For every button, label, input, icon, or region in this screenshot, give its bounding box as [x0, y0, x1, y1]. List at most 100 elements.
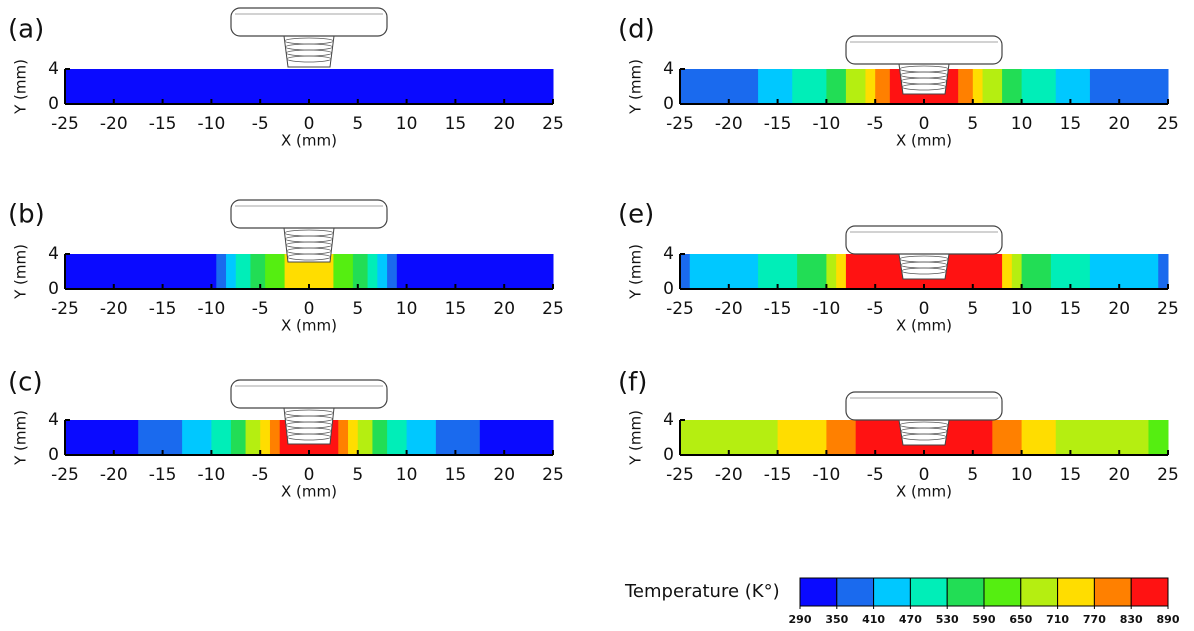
x-tick-label: -5	[867, 299, 884, 319]
colorbar-tick-label: 410	[862, 613, 885, 626]
x-tick-label: -25	[666, 114, 694, 134]
temperature-band	[236, 254, 251, 289]
x-tick-label: -15	[764, 114, 792, 134]
y-tick-label: 4	[663, 59, 674, 79]
temperature-band	[348, 420, 358, 455]
temperature-band	[1056, 69, 1091, 104]
temperature-band	[792, 69, 827, 104]
temperature-band	[1022, 69, 1057, 104]
temperature-band	[250, 254, 265, 289]
x-tick-label: 20	[493, 114, 515, 134]
temperature-band	[226, 254, 236, 289]
colorbar-swatch	[874, 578, 911, 606]
temperature-band	[846, 69, 866, 104]
x-tick-label: -10	[198, 299, 226, 319]
temperature-band	[1158, 254, 1168, 289]
temperature-band	[397, 254, 554, 289]
x-tick-label: -20	[100, 465, 128, 485]
colorbar-swatch	[947, 578, 984, 606]
temperature-band	[436, 420, 480, 455]
temperature-band	[1012, 254, 1022, 289]
x-tick-label: 5	[967, 114, 978, 134]
x-tick-label: 15	[445, 114, 467, 134]
y-axis-label: Y (mm)	[627, 410, 645, 466]
x-tick-label: 5	[352, 465, 363, 485]
temperature-band	[211, 420, 231, 455]
y-tick-label: 4	[663, 410, 674, 430]
y-axis-label: Y (mm)	[12, 59, 30, 115]
colorbar-tick-label: 890	[1157, 613, 1180, 626]
x-tick-label: -5	[252, 114, 269, 134]
colorbar-tick-label: 830	[1120, 613, 1143, 626]
x-tick-label: -15	[149, 299, 177, 319]
tool-shoulder	[231, 8, 387, 36]
x-tick-label: 10	[396, 114, 418, 134]
y-tick-label: 0	[663, 279, 674, 299]
x-axis-label: X (mm)	[896, 317, 952, 335]
x-tick-label: -25	[51, 465, 79, 485]
colorbar-swatch	[1021, 578, 1058, 606]
x-tick-label: 10	[1011, 299, 1033, 319]
y-tick-label: 4	[663, 244, 674, 264]
colorbar-tick-label: 770	[1083, 613, 1106, 626]
temperature-band	[1002, 69, 1022, 104]
x-tick-label: 10	[396, 465, 418, 485]
temperature-band	[758, 69, 793, 104]
tool-shoulder	[846, 226, 1002, 254]
temperature-band	[387, 420, 407, 455]
temperature-band	[270, 420, 280, 455]
x-tick-label: 5	[967, 465, 978, 485]
tool-shoulder	[846, 392, 1002, 420]
temperature-band	[1022, 254, 1052, 289]
temperature-band	[680, 254, 690, 289]
colorbar-title: Temperature (K°)	[624, 581, 780, 602]
temperature-band	[246, 420, 261, 455]
x-tick-label: 10	[1011, 114, 1033, 134]
panel-label: (b)	[8, 200, 45, 230]
colorbar-swatch	[1058, 578, 1095, 606]
temperature-band	[138, 420, 182, 455]
temperature-band	[1056, 420, 1149, 455]
temperature-band	[1051, 254, 1091, 289]
x-axis-label: X (mm)	[896, 132, 952, 150]
x-axis-label: X (mm)	[896, 483, 952, 501]
temperature-band	[338, 420, 348, 455]
x-tick-label: 15	[1060, 114, 1082, 134]
x-tick-label: 25	[1157, 114, 1179, 134]
y-tick-label: 0	[48, 445, 59, 465]
colorbar-tick-label: 350	[825, 613, 848, 626]
tool-pin	[899, 420, 949, 445]
colorbar-tick-label: 650	[1009, 613, 1032, 626]
temperature-band	[216, 254, 226, 289]
temperature-band	[387, 254, 397, 289]
temperature-band	[1148, 420, 1168, 455]
x-tick-label: 15	[1060, 465, 1082, 485]
temperature-band	[875, 69, 890, 104]
x-tick-label: -10	[198, 465, 226, 485]
colorbar-swatch	[910, 578, 947, 606]
x-tick-label: -25	[666, 465, 694, 485]
x-tick-label: -5	[867, 114, 884, 134]
temperature-band	[231, 420, 246, 455]
temperature-band	[353, 254, 368, 289]
x-tick-label: -5	[252, 465, 269, 485]
temperature-band	[407, 420, 437, 455]
temperature-band	[65, 420, 139, 455]
colorbar-swatch	[1131, 578, 1168, 606]
temperature-band	[1022, 420, 1057, 455]
y-axis-label: Y (mm)	[12, 244, 30, 300]
colorbar-swatch	[800, 578, 837, 606]
panel-label: (d)	[618, 15, 655, 45]
panel-label: (f)	[618, 368, 647, 398]
temperature-band	[778, 420, 827, 455]
temperature-band	[1090, 69, 1169, 104]
temperature-band	[680, 420, 778, 455]
x-tick-label: 5	[352, 299, 363, 319]
tool-pin	[899, 254, 949, 279]
x-tick-label: 25	[542, 114, 564, 134]
x-tick-label: -25	[666, 299, 694, 319]
temperature-band	[826, 420, 856, 455]
x-tick-label: 10	[396, 299, 418, 319]
x-tick-label: 15	[1060, 299, 1082, 319]
x-tick-label: 20	[493, 465, 515, 485]
